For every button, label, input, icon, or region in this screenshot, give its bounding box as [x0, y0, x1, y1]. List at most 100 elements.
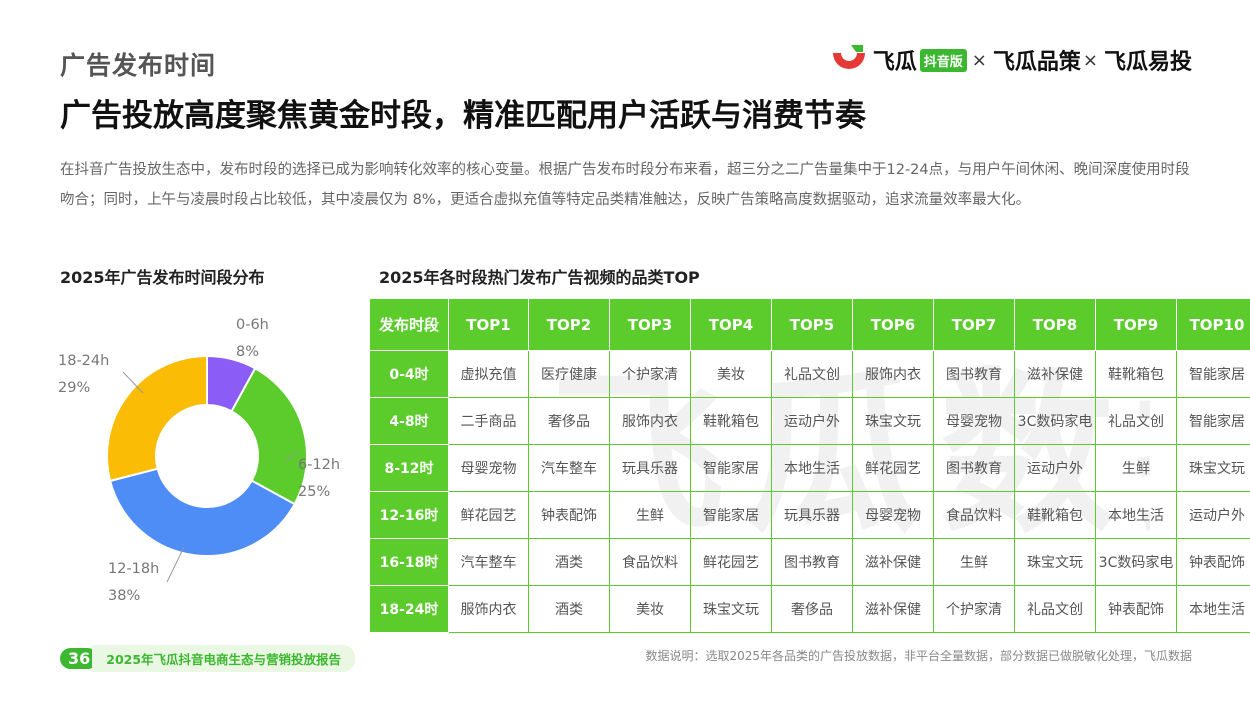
slice-label-0-6h: 0-6h 8% — [236, 312, 269, 366]
table-row: 0-4时 虚拟充值 医疗健康 个护家清 美妆 礼品文创 服饰内衣 图书教育 滋补保健 鞋靴箱包 智能… — [369, 350, 1250, 398]
table-row: 18-24时 服饰内衣 酒类 美妆 珠宝文玩 奢侈品 滋补保健 个护家清 礼品文创 钟表配饰 本地生… — [369, 585, 1250, 633]
category-cell: 酒类 — [528, 538, 610, 586]
table-header-cell: TOP5 — [771, 298, 853, 351]
table-row: 16-18时 汽车整车 酒类 食品饮料 鲜花园艺 图书教育 滋补保健 生鲜 珠宝文玩 3C数码家电… — [369, 538, 1250, 586]
slice-percent-label: 8% — [236, 344, 260, 360]
logo-separator: × — [971, 49, 987, 71]
table-header-row: 发布时段 TOP1 TOP2 TOP3 TOP4 TOP5 TOP6 TOP7 TOP8 TOP9… — [369, 298, 1250, 351]
donut-chart-title: 2025年广告发布时间段分布 — [60, 268, 265, 287]
report-name: 2025年飞瓜抖音电商生态与营销投放报告 — [92, 645, 356, 672]
category-cell: 酒类 — [528, 585, 610, 633]
category-cell: 奢侈品 — [771, 585, 853, 633]
category-cell: 鞋靴箱包 — [690, 397, 772, 445]
table-header-cell: TOP6 — [852, 298, 934, 351]
table-row: 8-12时 母婴宠物 汽车整车 玩具乐器 智能家居 本地生活 鲜花园艺 图书教育 运动户外 生鲜珠… — [369, 444, 1250, 492]
category-cell: 美妆 — [609, 585, 691, 633]
leader-line — [284, 451, 298, 463]
page-number: 36 — [60, 648, 99, 669]
table-header-cell: TOP4 — [690, 298, 772, 351]
category-cell: 食品饮料 — [933, 491, 1015, 539]
row-period-cell: 16-18时 — [369, 538, 449, 586]
category-cell: 生鲜 — [1095, 444, 1177, 492]
section-title: 广告发布时间 — [60, 51, 217, 80]
donut-slice-12-18h — [108, 467, 296, 557]
category-cell: 玩具乐器 — [609, 444, 691, 492]
category-cell: 服饰内衣 — [609, 397, 691, 445]
brand-logo: 飞瓜 抖音版 × 飞瓜品策 × 飞瓜易投 — [829, 43, 1192, 77]
category-cell: 钟表配饰 — [1176, 538, 1250, 586]
category-cell: 个护家清 — [933, 585, 1015, 633]
slice-category-label: 18-24h — [58, 353, 110, 369]
row-period-cell: 0-4时 — [369, 350, 449, 398]
category-cell: 珠宝文玩 — [690, 585, 772, 633]
category-cell: 钟表配饰 — [528, 491, 610, 539]
donut-chart: 0-6h 8% 6-12h 25% 12-18h 38% 18-24h 29% — [0, 300, 370, 630]
data-note: 数据说明：选取2025年各品类的广告投放数据，非平台全量数据，部分数据已做脱敏化… — [645, 649, 1192, 663]
category-cell: 珠宝文玩 — [1176, 444, 1250, 492]
category-cell: 3C数码家电 — [1014, 397, 1096, 445]
footer-page-info: 36 2025年飞瓜抖音电商生态与营销投放报告 — [60, 645, 356, 672]
table-row: 12-16时 鲜花园艺 钟表配饰 生鲜 智能家居 玩具乐器 母婴宠物 食品饮料 鞋靴箱包 本地生活… — [369, 491, 1250, 539]
table-header-cell: TOP2 — [528, 298, 610, 351]
slice-category-label: 6-12h — [298, 457, 341, 473]
slice-percent-label: 38% — [108, 588, 141, 604]
category-top-table: 发布时段 TOP1 TOP2 TOP3 TOP4 TOP5 TOP6 TOP7 TOP8 TOP9… — [369, 298, 1250, 633]
table-header-cell: TOP7 — [933, 298, 1015, 351]
category-cell: 奢侈品 — [528, 397, 610, 445]
logo-brand-feigua: 飞瓜 — [872, 50, 917, 75]
category-cell: 汽车整车 — [448, 538, 529, 586]
table-header-cell: TOP3 — [609, 298, 691, 351]
category-cell: 本地生活 — [1095, 491, 1177, 539]
row-period-cell: 4-8时 — [369, 397, 449, 445]
category-cell: 美妆 — [690, 350, 772, 398]
row-period-cell: 12-16时 — [369, 491, 449, 539]
category-cell: 母婴宠物 — [933, 397, 1015, 445]
slice-label-6-12h: 6-12h 25% — [298, 452, 340, 506]
row-period-cell: 18-24时 — [369, 585, 449, 633]
category-cell: 珠宝文玩 — [852, 397, 934, 445]
table-row: 4-8时 二手商品 奢侈品 服饰内衣 鞋靴箱包 运动户外 珠宝文玩 母婴宠物 3C数码家电 礼品文… — [369, 397, 1250, 445]
category-cell: 智能家居 — [690, 491, 772, 539]
table-header-cell: TOP1 — [448, 298, 529, 351]
category-cell: 本地生活 — [771, 444, 853, 492]
leader-line — [122, 371, 144, 394]
category-cell: 医疗健康 — [528, 350, 610, 398]
category-cell: 智能家居 — [1176, 350, 1250, 398]
logo-brand-yitou: 飞瓜易投 — [1103, 50, 1192, 75]
category-cell: 汽车整车 — [528, 444, 610, 492]
table-title: 2025年各时段热门发布广告视频的品类TOP — [379, 268, 700, 287]
category-cell: 图书教育 — [771, 538, 853, 586]
melon-logo-icon — [832, 45, 865, 69]
leader-line — [166, 546, 185, 583]
slice-category-label: 12-18h — [108, 561, 160, 577]
logo-badge-douyin: 抖音版 — [919, 48, 967, 72]
logo-separator: × — [1082, 49, 1098, 71]
category-cell: 运动户外 — [1176, 491, 1250, 539]
category-cell: 鞋靴箱包 — [1014, 491, 1096, 539]
logo-brand-pince: 飞瓜品策 — [992, 50, 1081, 75]
slice-label-12-18h: 12-18h 38% — [108, 556, 159, 610]
category-cell: 3C数码家电 — [1095, 538, 1177, 586]
table-header-cell: TOP10 — [1176, 298, 1250, 351]
category-cell: 二手商品 — [448, 397, 529, 445]
category-cell: 礼品文创 — [771, 350, 853, 398]
category-cell: 食品饮料 — [609, 538, 691, 586]
category-cell: 生鲜 — [609, 491, 691, 539]
slice-percent-label: 29% — [58, 380, 91, 396]
table-header-cell: TOP8 — [1014, 298, 1096, 351]
category-cell: 礼品文创 — [1095, 397, 1177, 445]
slice-percent-label: 25% — [298, 484, 331, 500]
category-cell: 图书教育 — [933, 350, 1015, 398]
category-cell: 钟表配饰 — [1095, 585, 1177, 633]
category-cell: 智能家居 — [1176, 397, 1250, 445]
category-cell: 鲜花园艺 — [448, 491, 529, 539]
slice-category-label: 0-6h — [236, 317, 269, 333]
category-cell: 个护家清 — [609, 350, 691, 398]
category-cell: 生鲜 — [933, 538, 1015, 586]
donut-slice-6-12h — [230, 367, 308, 506]
category-cell: 运动户外 — [1014, 444, 1096, 492]
category-cell: 滋补保健 — [852, 538, 934, 586]
slice-label-18-24h: 18-24h 29% — [58, 348, 109, 402]
category-cell: 鲜花园艺 — [852, 444, 934, 492]
category-cell: 智能家居 — [690, 444, 772, 492]
